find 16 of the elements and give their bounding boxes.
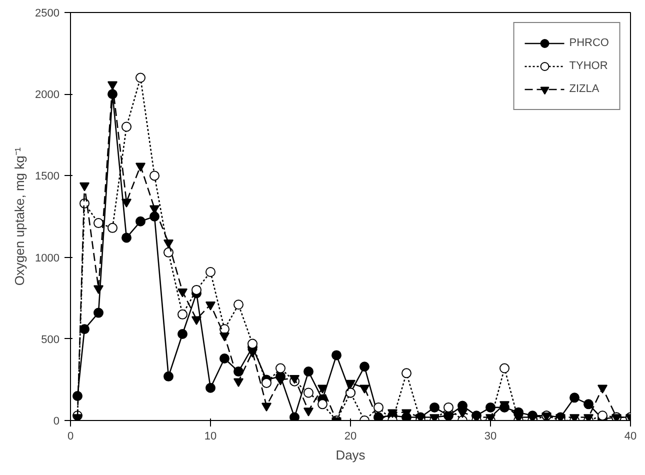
y-tick-label: 2500 [35, 8, 60, 20]
y-tick-label: 2000 [35, 89, 60, 102]
legend-label: TYHOR [569, 60, 608, 72]
y-tick-label: 500 [41, 334, 60, 346]
x-tick-label: 0 [67, 430, 74, 442]
x-axis-title: Days [336, 448, 366, 462]
x-tick-label: 10 [204, 430, 217, 442]
y-axis-title: Oxygen uptake, mg kg⁻¹ [12, 146, 28, 286]
legend-label: PHRCO [569, 37, 609, 49]
y-tick-label: 1000 [35, 252, 60, 264]
x-tick-label: 20 [344, 430, 357, 442]
legend-label: ZIZLA [569, 83, 600, 95]
y-tick-label: 0 [53, 416, 60, 428]
x-tick-label: 40 [624, 430, 637, 442]
y-tick-label: 1500 [35, 170, 60, 183]
x-tick-label: 30 [484, 430, 497, 442]
